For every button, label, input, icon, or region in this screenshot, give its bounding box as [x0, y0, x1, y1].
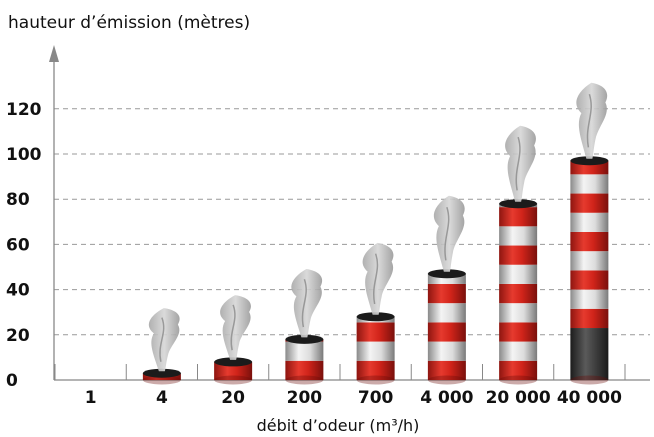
- chimney-band: [570, 270, 609, 290]
- chimney-band: [570, 308, 609, 329]
- y-tick-label: 0: [6, 371, 18, 391]
- smoke-wisp: [444, 206, 450, 261]
- chimney-band: [427, 341, 466, 361]
- chimney-band: [427, 360, 466, 380]
- chimney-top: [142, 368, 181, 378]
- chimney-bar: [570, 82, 609, 385]
- smoke-plume: [148, 308, 180, 372]
- chimney-band: [356, 322, 395, 342]
- x-tick-label: 1: [85, 388, 97, 408]
- chimney-top: [214, 357, 253, 367]
- x-tick-label: 20: [221, 388, 245, 408]
- chimney-top: [285, 334, 324, 344]
- chimney-band: [427, 283, 466, 304]
- chimney-top: [499, 199, 538, 209]
- chimney-band: [499, 283, 538, 304]
- chimney-bar: [499, 125, 538, 385]
- chimney-band: [499, 322, 538, 342]
- chimney-band: [499, 245, 538, 265]
- smoke-plume: [362, 242, 394, 315]
- x-tick-label: 4: [156, 388, 168, 408]
- smoke-wisp: [301, 279, 307, 328]
- y-tick-labels: 0 20 40 60 80 100 120: [6, 100, 42, 391]
- smoke-plume: [291, 269, 323, 338]
- chimney-band: [570, 231, 609, 252]
- y-tick-label: 100: [6, 145, 42, 165]
- chimney-base: [427, 375, 466, 385]
- chimney-bar: [356, 242, 395, 385]
- smoke-wisp: [515, 136, 521, 191]
- y-tick-label: 40: [6, 281, 30, 301]
- smoke-plume: [220, 295, 251, 360]
- chimney-bars: [142, 82, 609, 385]
- y-axis-label: hauteur d’émission (mètres): [8, 13, 250, 33]
- chimney-base: [356, 375, 395, 385]
- chimney-bar: [142, 308, 181, 385]
- chimney-base: [499, 375, 538, 385]
- smoke-wisp: [159, 317, 165, 362]
- chimney-band: [214, 361, 253, 380]
- chimney-top: [570, 156, 609, 166]
- smoke-wisp: [586, 93, 592, 148]
- smoke-plume: [505, 125, 536, 202]
- y-tick-label: 60: [6, 235, 30, 255]
- y-tick-label: 80: [6, 190, 30, 210]
- chimney-base: [570, 375, 609, 385]
- smoke-wisp: [230, 304, 236, 351]
- smoke-plume: [576, 82, 608, 159]
- chimney-band: [499, 360, 538, 380]
- x-tick-label: 40 000: [557, 388, 622, 408]
- chimney-band: [499, 341, 538, 361]
- chimney-base: [214, 375, 253, 385]
- chimney-top: [356, 312, 395, 322]
- chimney-band: [499, 264, 538, 284]
- y-axis-arrow: [49, 45, 59, 62]
- axes: [49, 45, 650, 381]
- chimney-band: [356, 341, 395, 361]
- smoke-wisp: [373, 253, 379, 305]
- y-tick-label: 120: [6, 100, 42, 120]
- chimney-band: [285, 341, 324, 361]
- chimney-band: [570, 212, 609, 232]
- chimney-band: [427, 273, 466, 284]
- chimney-band: [499, 226, 538, 246]
- chimney-band: [570, 193, 609, 213]
- x-tick-label: 700: [358, 388, 394, 408]
- grid-lines: [54, 108, 650, 336]
- chimney-band: [285, 360, 324, 380]
- chimney-band: [570, 289, 609, 309]
- chimney-bar: [285, 269, 324, 385]
- chimney-base: [285, 375, 324, 385]
- x-tick-label: 20 000: [486, 388, 551, 408]
- x-tick-label: 4 000: [420, 388, 473, 408]
- x-tick-label: 200: [287, 388, 323, 408]
- chimney-band: [427, 322, 466, 342]
- chimney-band: [356, 360, 395, 380]
- chimney-band: [570, 251, 609, 271]
- smoke-plume: [433, 195, 465, 272]
- chimney-band: [499, 303, 538, 323]
- chimney-bar: [214, 295, 253, 385]
- x-axis-label: débit d’odeur (m³/h): [257, 416, 420, 435]
- chimney-band: [570, 174, 609, 194]
- chimney-base: [142, 375, 181, 385]
- chimney-band: [499, 207, 538, 227]
- x-tick-labels: 1 4 20 200 700 4 000 20 000 40 000: [85, 388, 622, 408]
- chimney-band: [427, 303, 466, 323]
- chimney-band: [570, 328, 609, 380]
- y-tick-label: 20: [6, 326, 30, 346]
- chimney-bar: [427, 195, 466, 385]
- chimney-top: [427, 269, 466, 279]
